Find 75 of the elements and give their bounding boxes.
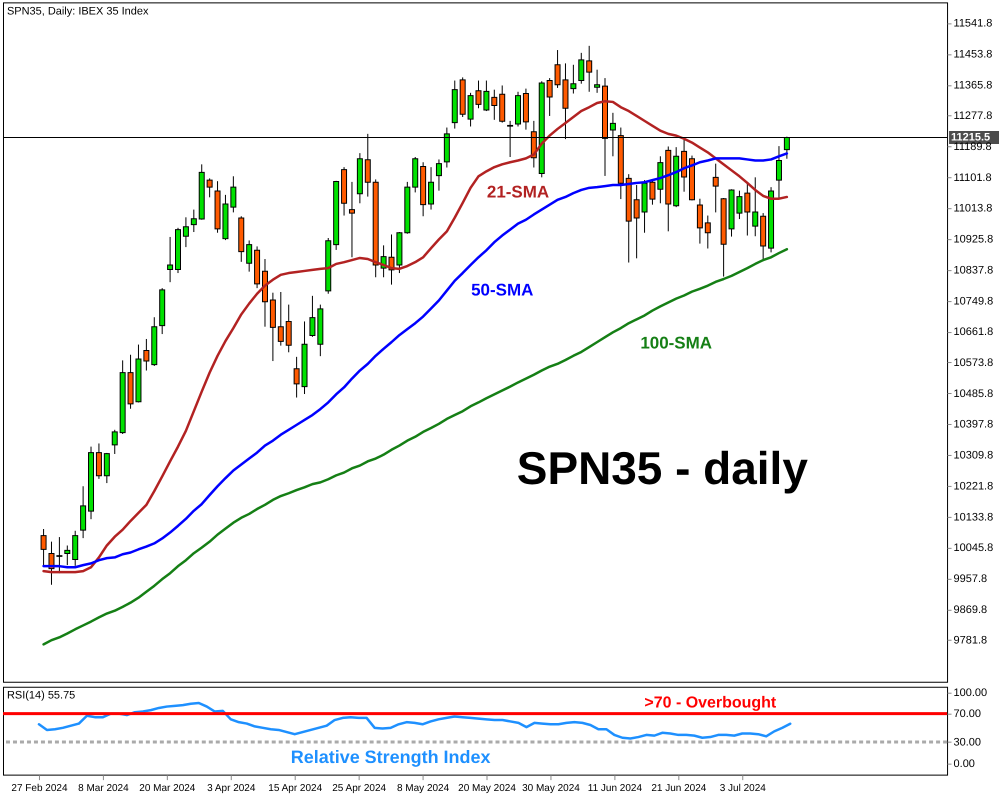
x-tick-label: 11 Jun 2024	[588, 783, 642, 794]
y-tick-label: 10661.8	[954, 326, 994, 338]
candlestick	[348, 181, 355, 258]
series-label: Relative Strength Index	[290, 746, 490, 767]
candlestick	[570, 64, 576, 94]
x-tick-label: 15 Apr 2024	[268, 783, 323, 794]
ref-line-label: >70 - Overbought	[644, 694, 777, 712]
candlestick	[468, 92, 474, 127]
x-tick-label: 8 May 2024	[396, 783, 450, 794]
candlestick	[712, 163, 719, 213]
candlestick	[143, 338, 150, 372]
y-tick-label: 10397.8	[954, 418, 994, 431]
candlestick	[483, 80, 490, 112]
y-tick-label: 11189.8	[954, 141, 992, 154]
series-label: 50-SMA	[471, 280, 534, 300]
y-tick-label: 11541.8	[954, 18, 992, 30]
y-tick-label: 11365.8	[954, 79, 992, 92]
chart-title: RSI(14) 55.75	[6, 690, 76, 702]
candlestick	[104, 452, 110, 484]
x-tick-label: 3 Jul 2024	[720, 783, 766, 794]
series-label: 100-SMA	[640, 334, 712, 353]
candlestick	[206, 178, 213, 198]
y-tick-label: 100.00	[954, 686, 988, 699]
candlestick	[182, 216, 189, 248]
candlestick	[436, 158, 442, 192]
y-tick-label: 9781.8	[954, 634, 988, 647]
candlestick	[649, 180, 656, 206]
y-tick-label: 11013.8	[954, 202, 992, 215]
candlestick	[546, 78, 553, 116]
candlestick	[112, 429, 118, 454]
candlestick	[309, 295, 316, 338]
candlestick	[56, 536, 62, 574]
candlestick	[428, 166, 434, 210]
y-tick-label: 11101.8	[954, 172, 992, 184]
y-tick-label: 70.00	[954, 708, 981, 720]
candlestick	[634, 184, 640, 259]
candlestick	[696, 198, 703, 244]
candlestick	[294, 356, 300, 398]
y-tick-label: 11453.8	[954, 48, 992, 60]
x-tick-label: 21 Jun 2024	[651, 783, 707, 794]
candlestick	[736, 190, 742, 220]
candlestick	[554, 50, 561, 88]
y-tick-label: 9957.8	[954, 573, 988, 586]
ref-line-label: 11215.5	[951, 132, 990, 144]
series-label: 21-SMA	[486, 182, 550, 202]
y-tick-label: 10925.8	[954, 234, 994, 246]
y-tick-label: 11277.8	[954, 110, 992, 122]
y-tick-label: 10485.8	[954, 388, 994, 400]
y-tick-label: 0.00	[954, 758, 975, 770]
x-tick-label: 20 May 2024	[458, 783, 516, 794]
y-tick-label: 10221.8	[954, 480, 994, 492]
y-tick-label: 9869.8	[954, 604, 988, 616]
x-tick-label: 27 Feb 2024	[11, 783, 68, 794]
candlestick	[776, 146, 782, 200]
y-tick-label: 10837.8	[954, 264, 994, 276]
annotation: SPN35 - daily	[516, 442, 808, 494]
y-tick-label: 10045.8	[954, 542, 994, 554]
candlestick	[230, 176, 236, 213]
y-tick-label: 10573.8	[954, 357, 994, 370]
y-tick-label: 10309.8	[954, 450, 994, 462]
y-tick-label: 30.00	[954, 736, 981, 749]
chart-title: SPN35, Daily: IBEX 35 Index	[6, 5, 149, 18]
y-tick-label: 10133.8	[954, 511, 994, 524]
candlestick	[40, 528, 47, 566]
y-tick-label: 10749.8	[954, 295, 994, 308]
x-tick-label: 30 May 2024	[522, 783, 580, 794]
candlestick	[594, 69, 600, 94]
candlestick	[704, 215, 711, 250]
x-tick-label: 20 Mar 2024	[139, 783, 196, 794]
candlestick	[167, 236, 174, 283]
x-tick-label: 3 Apr 2024	[207, 783, 256, 794]
candlestick	[96, 442, 102, 480]
x-tick-label: 25 Apr 2024	[332, 783, 387, 794]
x-tick-label: 8 Mar 2024	[78, 783, 130, 794]
candlestick	[475, 80, 482, 109]
